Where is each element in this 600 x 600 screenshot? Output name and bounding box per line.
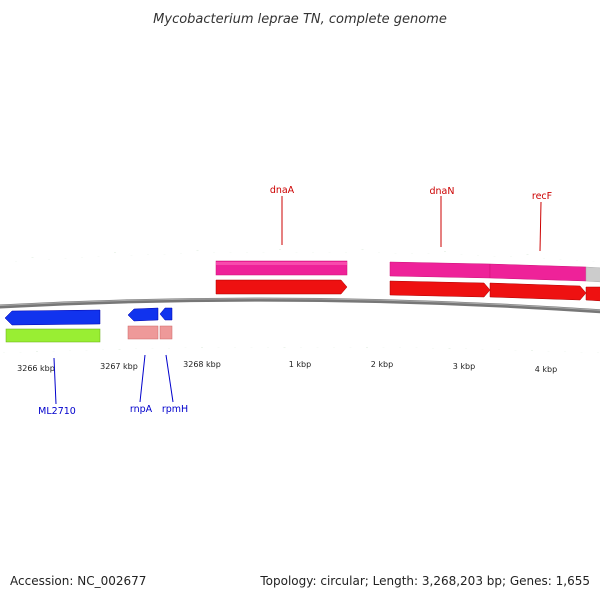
rnpA-cds-feature[interactable] bbox=[127, 325, 159, 340]
genome-backbone bbox=[0, 297, 600, 314]
recF-cds-feature[interactable] bbox=[489, 263, 587, 282]
gene-label-rpmH[interactable]: rpmH bbox=[162, 404, 188, 415]
ML2710-cds-feature[interactable] bbox=[5, 328, 101, 343]
next-cds-feature[interactable] bbox=[585, 266, 600, 283]
scale-label: 2 kbp bbox=[371, 360, 393, 369]
map-title: Mycobacterium leprae TN, complete genome bbox=[153, 12, 447, 27]
ML2710-leader-line bbox=[53, 357, 57, 405]
scale-labels: 3266 kbp 3267 kbp 3268 kbp 1 kbp 2 kbp 3… bbox=[17, 360, 557, 374]
gene-label-recF[interactable]: recF bbox=[532, 191, 552, 202]
scale-label: 3267 kbp bbox=[100, 362, 138, 371]
rpmH-leader-line bbox=[165, 354, 174, 403]
scale-label: 3266 kbp bbox=[17, 364, 55, 373]
rpmH-cds-feature[interactable] bbox=[159, 325, 173, 340]
scale-label: 3268 kbp bbox=[183, 360, 221, 369]
gene-label-dnaA[interactable]: dnaA bbox=[270, 185, 295, 196]
gene-label-ML2710[interactable]: ML2710 bbox=[38, 406, 76, 417]
accession-label: Accession: NC_002677 bbox=[10, 574, 146, 588]
forward-gene-track bbox=[215, 279, 600, 302]
rpmH-gene-arrow[interactable] bbox=[159, 307, 173, 321]
forward-cds-track bbox=[215, 260, 600, 283]
ML2710-gene-arrow[interactable] bbox=[4, 309, 101, 326]
scale-label: 3 kbp bbox=[453, 362, 475, 371]
genome-summary-label: Topology: circular; Length: 3,268,203 bp… bbox=[259, 574, 590, 588]
genome-backbone-highlight bbox=[0, 298, 600, 311]
recF-leader-line bbox=[539, 201, 542, 252]
scale-label: 1 kbp bbox=[289, 360, 311, 369]
rnpA-leader-line bbox=[139, 354, 146, 403]
dnaN-cds-feature[interactable] bbox=[389, 261, 491, 279]
next-gene-arrow[interactable] bbox=[585, 286, 600, 302]
recF-gene-arrow[interactable] bbox=[489, 282, 587, 301]
gene-label-rnpA[interactable]: rnpA bbox=[130, 404, 153, 415]
reverse-gene-track bbox=[4, 307, 173, 326]
rnpA-gene-arrow[interactable] bbox=[127, 307, 159, 322]
dnaA-cds-highlight bbox=[216, 262, 347, 265]
tick-marks bbox=[3, 249, 599, 353]
dnaA-gene-arrow[interactable] bbox=[215, 279, 348, 295]
reverse-cds-track bbox=[5, 325, 173, 343]
gene-label-dnaN[interactable]: dnaN bbox=[430, 186, 455, 197]
dnaN-gene-arrow[interactable] bbox=[389, 280, 491, 298]
scale-label: 4 kbp bbox=[535, 365, 557, 374]
